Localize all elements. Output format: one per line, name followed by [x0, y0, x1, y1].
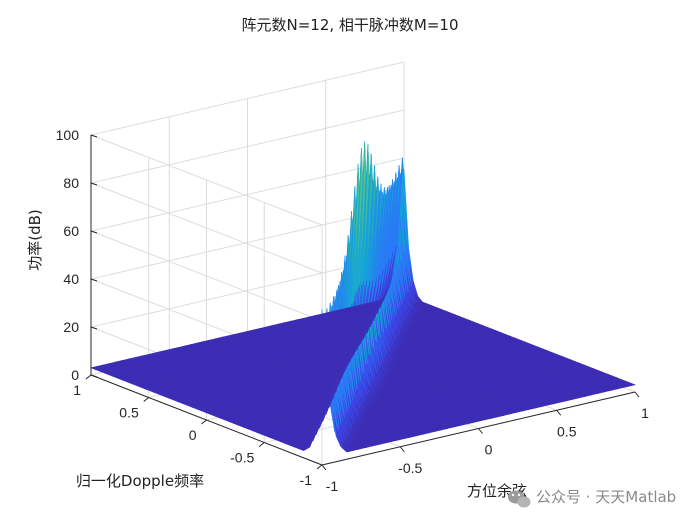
surface-layer	[89, 141, 637, 453]
x-tick-mark	[321, 464, 327, 471]
surface-patch	[89, 365, 103, 370]
y-tick-mark	[258, 442, 265, 447]
z-tick-mark	[90, 134, 98, 138]
x-tick-mark	[478, 428, 483, 434]
x-tick-label: 1	[641, 405, 649, 421]
watermark-text: 公众号 · 天天Matlab	[536, 488, 676, 506]
x-tick-label: 0.5	[557, 423, 577, 439]
x-tick-mark	[399, 446, 405, 453]
x-tick-mark	[556, 409, 562, 416]
watermark: 公众号 · 天天Matlab	[508, 488, 676, 508]
z-tick-label: 60	[63, 223, 79, 239]
x-tick-mark	[634, 391, 640, 398]
y-tick-label: -0.5	[230, 450, 254, 466]
ticks-layer: 0 20 40 60 80 100 -1 -0.5 0 0.5 1 -1 -0.5 0 0.5 1	[56, 127, 649, 494]
z-tick-label: 100	[56, 127, 80, 143]
chart-title: 阵元数N=12, 相干脉冲数M=10	[241, 16, 458, 34]
y-tick-label: -1	[300, 472, 313, 488]
y-tick-mark	[85, 374, 92, 380]
y-tick-label: 0.5	[119, 405, 139, 421]
y-tick-label: 1	[73, 382, 81, 398]
z-tick-label: 0	[71, 367, 79, 383]
x-tick-label: 0	[485, 442, 493, 458]
y-axis-label: 归一化Dopple频率	[76, 472, 204, 490]
y-tick-label: 0	[189, 427, 197, 443]
z-tick-label: 40	[63, 271, 79, 287]
z-tick-mark	[90, 326, 98, 330]
z-tick-label: 80	[63, 175, 79, 191]
x-tick-label: -1	[326, 478, 339, 494]
z-axis-label: 功率(dB)	[26, 209, 44, 271]
y-tick-mark	[143, 397, 150, 402]
z-tick-label: 20	[63, 319, 79, 335]
x-tick-label: -0.5	[398, 460, 422, 476]
wechat-icon	[508, 490, 531, 508]
y-tick-mark	[201, 419, 207, 425]
z-tick-mark	[90, 182, 98, 186]
z-tick-mark	[90, 278, 98, 282]
y-tick-mark	[316, 464, 323, 470]
z-tick-mark	[90, 230, 98, 234]
z-tick-mark	[90, 374, 98, 378]
